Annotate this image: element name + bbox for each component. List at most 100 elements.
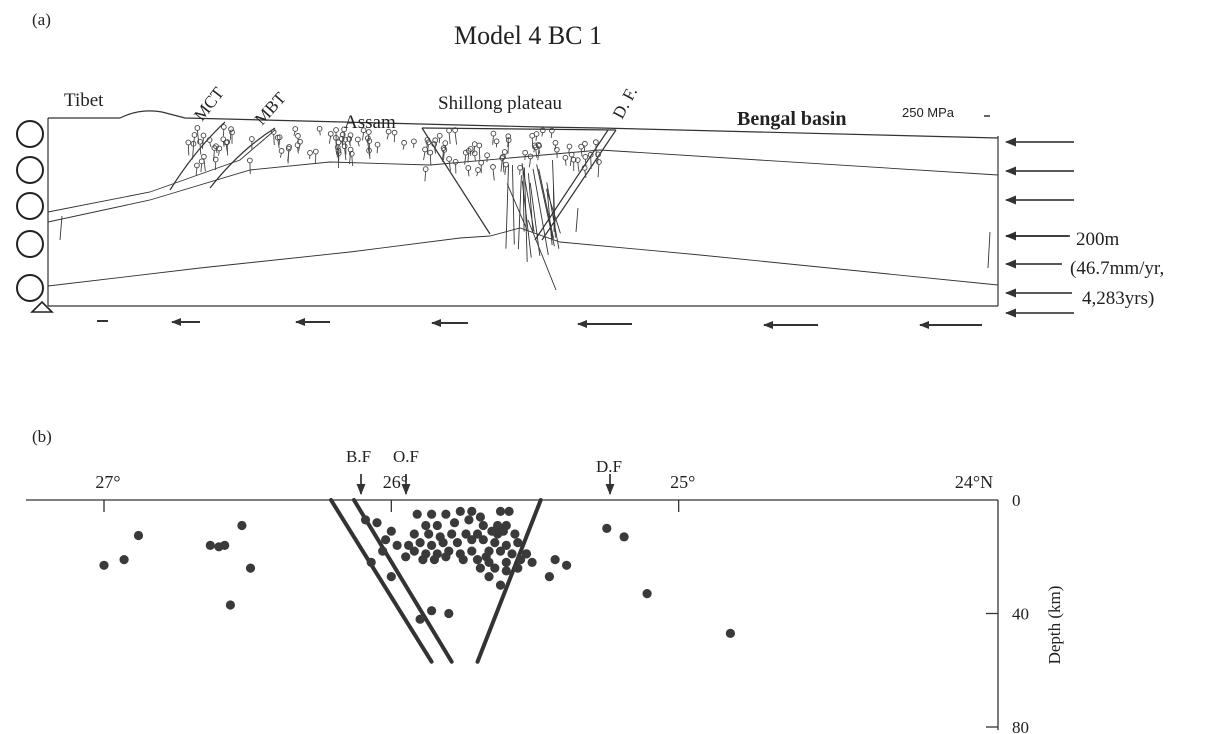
- hypocenter-dot: [501, 566, 511, 576]
- stress-symbol: [452, 158, 459, 174]
- stress-tick: [344, 141, 347, 155]
- stress-tick: [200, 163, 203, 173]
- stress-circle: [374, 141, 381, 148]
- label-bf: B.F: [346, 447, 371, 466]
- hypocenter-dot: [372, 518, 382, 528]
- stress-circle: [422, 166, 429, 172]
- hypocenter-dot: [415, 538, 425, 548]
- stress-circle: [200, 132, 207, 139]
- stress-symbol: [335, 150, 342, 169]
- label-df-b: D.F: [596, 457, 622, 476]
- stress-symbol: [274, 134, 281, 149]
- hypocenter-dot: [360, 515, 371, 525]
- roller-circle: [16, 230, 44, 258]
- stress-circle: [562, 154, 569, 161]
- stress-circle: [471, 150, 478, 157]
- stress-circle: [452, 158, 459, 165]
- stress-symbol: [446, 156, 452, 171]
- fracture-line: [527, 219, 557, 291]
- stress-symbol: [574, 157, 581, 172]
- stress-symbol: [270, 129, 277, 146]
- stress-circle: [229, 129, 235, 136]
- stress-symbol: [529, 132, 536, 149]
- stress-circle: [475, 167, 481, 173]
- hypocenter-dot: [501, 540, 511, 551]
- depth-axis-label: Depth (km): [1045, 586, 1064, 665]
- stress-tick: [584, 158, 587, 167]
- earthquake-hypocenters: [99, 506, 736, 639]
- hypocenter-dot: [475, 512, 485, 522]
- stress-tick: [293, 130, 296, 136]
- fracture-line: [522, 167, 525, 232]
- stress-symbol: [476, 142, 483, 161]
- stress-tick: [467, 152, 470, 163]
- stress-circle: [194, 162, 200, 169]
- hypocenter-dot: [527, 557, 537, 568]
- hypocenter-dot: [452, 538, 462, 548]
- stress-symbol: [194, 162, 200, 176]
- stress-circle: [427, 149, 434, 156]
- stress-tick: [541, 132, 544, 137]
- stress-tick: [464, 154, 467, 165]
- stress-tick: [443, 151, 445, 161]
- mct-fault: [169, 121, 226, 191]
- y-tick-label: 0: [1012, 491, 1021, 510]
- stress-symbol: [360, 127, 367, 141]
- stress-symbol: [539, 127, 546, 137]
- decollement-line: [47, 129, 276, 213]
- y-tick-label: 40: [1012, 605, 1029, 624]
- stress-tick: [507, 142, 510, 154]
- stress-circle: [194, 125, 201, 131]
- stress-tick: [448, 160, 451, 171]
- fault-arrows: [356, 474, 615, 496]
- fracture-line: [521, 163, 535, 233]
- stress-tick: [336, 144, 339, 158]
- stress-circle: [228, 126, 234, 132]
- hypocenter-dot: [467, 546, 477, 556]
- stress-symbol: [517, 164, 523, 175]
- panel-a-label: (a): [32, 10, 51, 29]
- fracture-line: [575, 207, 579, 233]
- hypocenter-dot: [205, 540, 215, 551]
- stress-tick: [492, 168, 495, 181]
- stress-symbol: [422, 166, 429, 182]
- stress-circle: [529, 132, 536, 139]
- label-of: O.F: [393, 447, 419, 466]
- stress-circle: [191, 132, 198, 138]
- stress-symbol: [348, 150, 355, 167]
- hypocenter-dot: [464, 515, 474, 525]
- stress-circle: [478, 159, 485, 166]
- stress-circle: [593, 139, 599, 145]
- stress-symbol: [425, 139, 432, 155]
- stress-tick: [287, 148, 290, 162]
- stress-symbol: [391, 129, 398, 143]
- label-shillong: Shillong plateau: [438, 93, 563, 114]
- stress-symbol: [249, 136, 255, 150]
- hypocenter-dot: [495, 580, 506, 590]
- stress-tick: [492, 135, 494, 145]
- hypocenter-dot: [401, 552, 411, 562]
- stress-symbol: [462, 149, 469, 165]
- stress-circle: [522, 149, 529, 156]
- stress-tick: [448, 132, 451, 145]
- stress-tick: [478, 147, 481, 161]
- hypocenter-dot: [562, 560, 572, 570]
- left-roller-boundary: [16, 120, 54, 313]
- stress-symbol: [532, 144, 539, 158]
- stress-symbol: [228, 126, 234, 141]
- stress-symbol: [312, 148, 319, 164]
- hypocenter-dot: [441, 509, 451, 519]
- stress-circle: [471, 141, 478, 147]
- upper-crust-boundary: [47, 149, 999, 223]
- stress-tick: [402, 144, 405, 150]
- stress-tick: [199, 143, 202, 155]
- hypocenter-dot: [392, 540, 402, 551]
- stress-tick: [361, 132, 365, 141]
- stress-symbol: [427, 149, 434, 166]
- label-assam: Assam: [344, 112, 396, 133]
- stress-symbol: [582, 140, 588, 153]
- label-stress-scale: 250 MPa: [902, 105, 955, 120]
- fracture-line: [536, 164, 555, 247]
- stress-tick: [344, 148, 347, 161]
- stress-symbol: [201, 153, 207, 172]
